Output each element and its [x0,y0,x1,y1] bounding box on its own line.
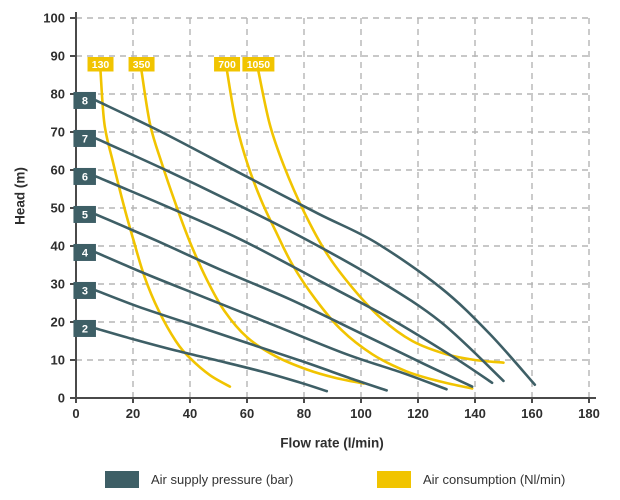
curve-label-box-700 [214,57,241,72]
curve-label-4: 4 [82,247,89,259]
curve-pressure-3 [94,289,388,392]
x-tick-label-40: 40 [183,406,197,421]
consumption-legend-label: Air consumption (Nl/min) [423,472,566,487]
x-tick-label-80: 80 [297,406,311,421]
curve-label-box-8 [73,91,96,109]
y-tick-label-70: 70 [51,125,65,140]
y-tick-label-90: 90 [51,49,65,64]
curve-label-130: 130 [92,59,110,71]
x-tick-label-140: 140 [464,406,486,421]
y-tick-label-0: 0 [58,391,65,406]
curve-label-700: 700 [218,59,236,71]
curve-label-box-4 [73,243,96,261]
consumption-legend-swatch [377,471,411,488]
y-tick-label-80: 80 [51,87,65,102]
curve-consumption-130 [99,69,232,388]
legend-item-air-consumption: Air consumption (Nl/min) [377,471,565,488]
curve-consumption-350 [140,69,366,385]
curve-label-box-7 [73,129,96,147]
curve-consumption-700 [225,69,474,390]
pressure-legend-label: Air supply pressure (bar) [151,472,294,487]
curve-label-box-350 [128,57,155,72]
y-tick-label-60: 60 [51,163,65,178]
x-tick-label-20: 20 [126,406,140,421]
curve-pressure-2 [94,327,329,393]
y-tick-label-30: 30 [51,277,65,292]
y-tick-label-100: 100 [43,11,65,26]
x-tick-label-180: 180 [578,406,600,421]
y-axis-title: Head (m) [12,167,28,225]
y-tick-label-40: 40 [51,239,65,254]
pressure-legend-swatch [105,471,139,488]
curve-pressure-5 [94,213,474,388]
curve-label-box-2 [73,319,96,337]
curve-consumption-1050 [257,69,505,364]
x-axis-title: Flow rate (l/min) [280,435,384,451]
curve-label-7: 7 [82,133,88,145]
curve-label-350: 350 [133,59,151,71]
curve-pressure-6 [94,175,494,385]
x-tick-label-160: 160 [521,406,543,421]
curve-label-1050: 1050 [247,59,271,71]
curve-label-6: 6 [82,171,88,183]
x-tick-label-120: 120 [407,406,429,421]
curve-label-3: 3 [82,285,88,297]
curve-label-box-130 [87,57,114,72]
curve-label-5: 5 [82,209,88,221]
legend-item-air-supply-pressure: Air supply pressure (bar) [105,471,293,488]
curve-label-box-1050 [242,57,275,72]
x-tick-label-0: 0 [72,406,79,421]
curve-pressure-7 [94,137,505,383]
curve-label-box-5 [73,205,96,223]
curve-pressure-4 [94,251,448,391]
x-tick-label-60: 60 [240,406,254,421]
curve-label-box-3 [73,281,96,299]
curve-label-8: 8 [82,95,88,107]
x-tick-label-100: 100 [350,406,372,421]
curve-label-box-6 [73,167,96,185]
y-tick-label-20: 20 [51,315,65,330]
curve-label-2: 2 [82,323,88,335]
y-tick-label-10: 10 [51,353,65,368]
curve-pressure-8 [94,99,537,386]
y-tick-label-50: 50 [51,201,65,216]
chart-canvas: 0 20 40 60 80 100 120 140 160 180 0 10 20 30 40 50 60 70 8… [43,11,600,422]
